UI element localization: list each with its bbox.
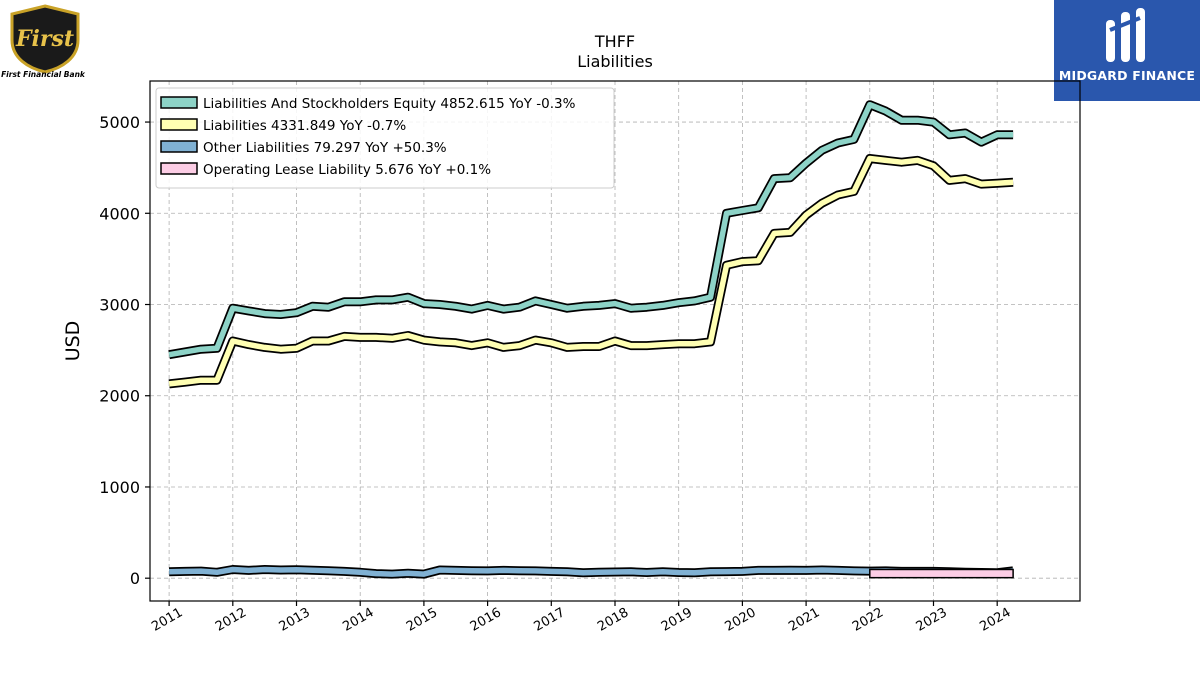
chart-subtitle: Liabilities: [577, 52, 653, 71]
series-layer: [168, 100, 1014, 579]
x-tick-label: 2020: [723, 605, 759, 635]
shield-icon: First: [10, 4, 80, 74]
series-band-operating-lease: [869, 568, 1014, 579]
x-tick-label: 2014: [340, 605, 376, 635]
series-line-liabilities-and-stockholders-equity: [168, 101, 1014, 358]
y-tick-label: 3000: [99, 296, 140, 315]
legend-entry: Operating Lease Liability 5.676 YoY +0.1…: [203, 162, 491, 178]
x-tick-label: 2019: [659, 605, 695, 635]
series-line-liabilities: [168, 155, 1014, 387]
legend-swatch: [160, 162, 198, 175]
legend-box: [155, 87, 615, 189]
y-tick-label: 4000: [99, 204, 140, 223]
y-axis-label: USD: [62, 321, 84, 362]
first-financial-logo: First: [4, 4, 86, 86]
brand-name: MIDGARD FINANCE: [1058, 68, 1196, 83]
x-tick-label: 2022: [850, 605, 886, 635]
logo-caption: First Financial Bank: [1, 70, 85, 79]
x-tick-label: 2023: [914, 605, 950, 635]
legend-entry: Liabilities 4331.849 YoY -0.7%: [203, 118, 406, 134]
x-axis: 2011 2012 2013 2014 2015 2016 2017 2018 2019 2020…: [149, 601, 1014, 635]
x-tick-label: 2024: [977, 605, 1013, 635]
y-tick-label: 1000: [99, 478, 140, 497]
chart-title: THFF: [594, 32, 635, 51]
y-tick-label: 2000: [99, 387, 140, 406]
x-tick-label: 2013: [277, 605, 313, 635]
legend-entry: Other Liabilities 79.297 YoY +50.3%: [203, 140, 447, 156]
x-tick-label: 2012: [213, 605, 249, 635]
x-tick-label: 2015: [404, 605, 440, 635]
legend-entry: Liabilities And Stockholders Equity 4852…: [203, 96, 576, 112]
x-tick-label: 2021: [786, 605, 822, 635]
midgard-finance-logo: MIDGARD FINANCE: [1054, 0, 1200, 101]
x-tick-label: 2011: [149, 605, 185, 635]
legend-swatch: [160, 96, 198, 109]
y-axis: 0 1000 2000 3000 4000 5000: [99, 113, 150, 588]
legend-swatch: [160, 118, 198, 131]
x-tick-label: 2018: [595, 605, 631, 635]
x-tick-label: 2017: [531, 605, 567, 635]
x-tick-label: 2016: [468, 605, 504, 635]
logo-wordmark: First: [15, 26, 74, 52]
midgard-mark-icon: [1106, 8, 1145, 62]
legend-swatch: [160, 140, 198, 153]
y-tick-label: 0: [130, 569, 140, 588]
y-tick-label: 5000: [99, 113, 140, 132]
legend: Liabilities And Stockholders Equity 4852…: [155, 87, 615, 189]
